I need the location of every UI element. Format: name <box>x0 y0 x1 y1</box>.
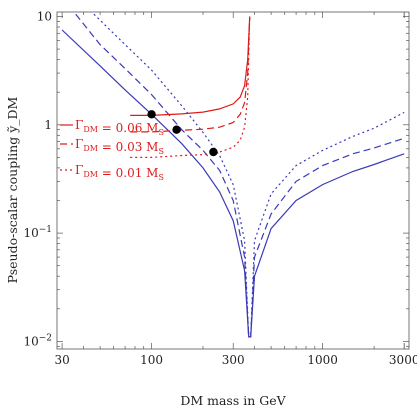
intersection-point-2 <box>172 125 181 134</box>
x-tick-label: 1000 <box>307 353 338 367</box>
plot-frame <box>56 11 410 350</box>
y-tick-label: 1 <box>44 118 52 132</box>
points-layer <box>147 110 218 157</box>
width-curve-dashed <box>130 16 251 133</box>
relic-curve-dotted <box>93 13 405 338</box>
x-tick-label: 30 <box>54 353 69 367</box>
legend-label: ΓDM = 0.06 MS <box>75 118 164 137</box>
x-tick-label: 300 <box>222 353 245 367</box>
y-tick-label: 10−1 <box>23 225 52 240</box>
relic-curve-solid <box>61 29 405 338</box>
x-tick-label: 3000 <box>389 353 417 367</box>
y-tick-label: 10−2 <box>23 333 52 348</box>
intersection-point-1 <box>147 110 156 119</box>
width-curve-dotted <box>130 16 251 158</box>
width-curve-solid <box>130 16 251 116</box>
y-axis-label: Pseudo-scalar coupling ỹ_DM <box>5 96 20 283</box>
legend-label: ΓDM = 0.01 MS <box>75 163 164 182</box>
ticks-layer: 30 100 300 1000 3000 10−2 10−1 1 10 <box>23 9 417 367</box>
x-axis-label: DM mass in GeV <box>180 393 286 408</box>
x-tick-label: 100 <box>140 353 163 367</box>
y-tick-label: 10 <box>37 9 52 23</box>
legend-label: ΓDM = 0.03 MS <box>75 137 164 156</box>
intersection-point-3 <box>209 147 218 157</box>
series-layer <box>61 13 405 338</box>
